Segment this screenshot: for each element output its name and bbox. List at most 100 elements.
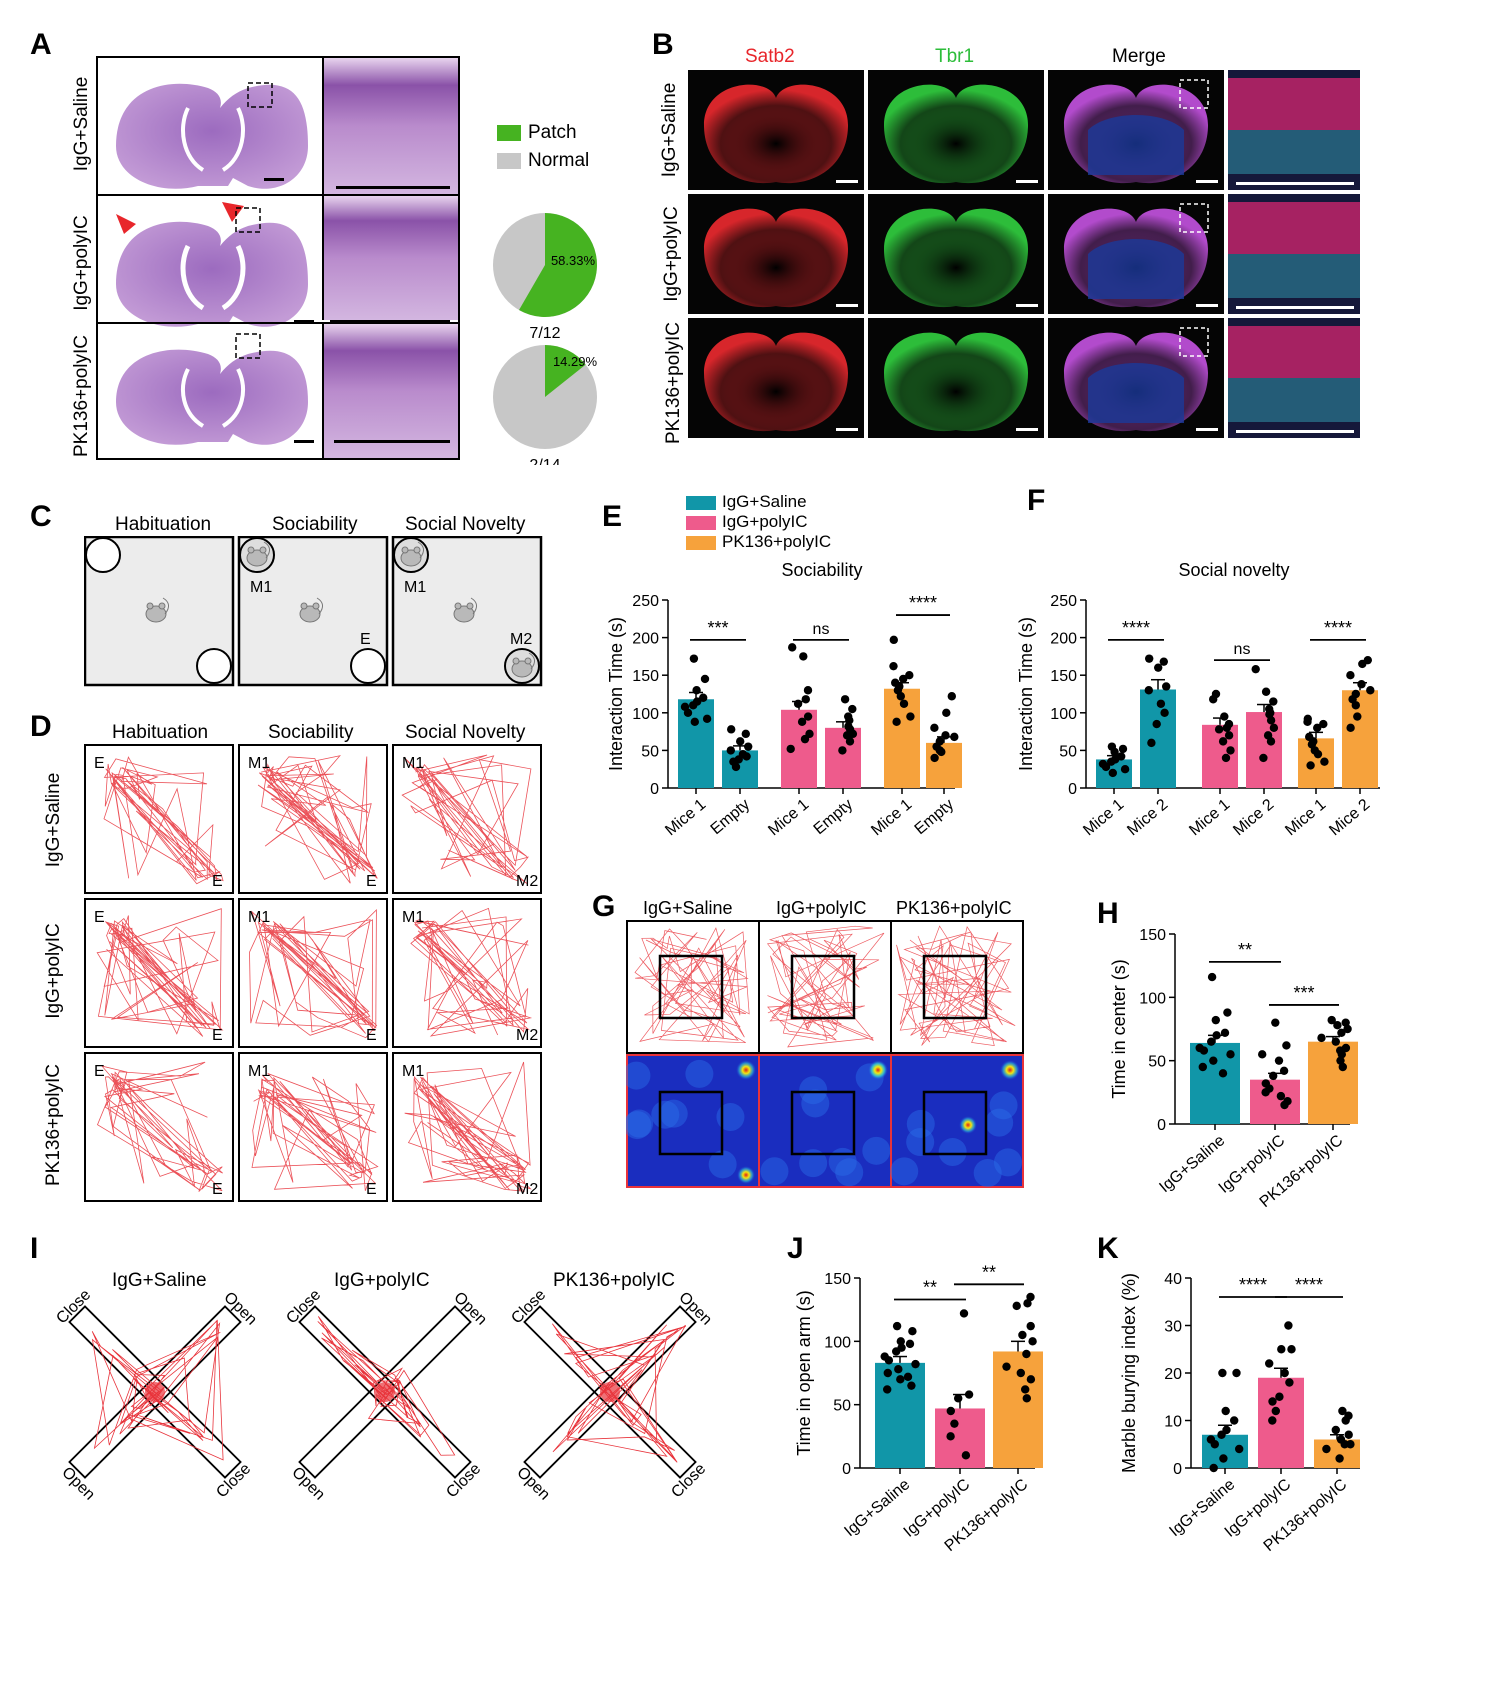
data-point <box>702 714 712 724</box>
x-tick-label: Empty <box>912 796 958 838</box>
panel-label-a: A <box>30 28 52 61</box>
scale-bar <box>1196 180 1218 183</box>
heatmap-blob <box>716 1103 745 1132</box>
heatmap-hotspot <box>737 1166 755 1184</box>
data-point <box>930 753 939 763</box>
data-point <box>899 699 909 708</box>
panel-c-arena-schematics: M1 E M1 M2 <box>84 536 543 687</box>
panel-d-row-label-pk136: PK136+polyIC <box>43 1064 64 1186</box>
data-point <box>883 1368 892 1378</box>
data-point <box>1287 1345 1296 1354</box>
data-point <box>1306 761 1315 770</box>
data-point <box>1280 1100 1289 1110</box>
data-point <box>690 717 699 727</box>
heatmap-blob <box>801 1089 830 1118</box>
heatmap-blob <box>993 1148 1022 1177</box>
trajectory-label-bottom: M2 <box>516 1027 538 1044</box>
data-point <box>1118 744 1128 754</box>
data-point <box>942 708 951 717</box>
data-point <box>907 1381 916 1390</box>
trajectory-label-bottom: M2 <box>516 873 538 890</box>
y-tick-label: 250 <box>1050 593 1077 610</box>
heatmap-blob <box>890 1157 919 1186</box>
scale-bar <box>836 180 858 183</box>
scale-bar <box>836 304 858 307</box>
trajectory-path <box>96 908 224 1037</box>
panel-b-row-label-saline: IgG+Saline <box>659 82 680 178</box>
dapi-core <box>1088 115 1184 175</box>
data-point <box>1147 738 1156 748</box>
x-tick-label: Mice 1 <box>1282 796 1329 839</box>
data-point <box>930 723 939 733</box>
data-point <box>1268 1397 1277 1406</box>
center-zone <box>658 1090 724 1156</box>
panel-a-histology <box>96 56 460 460</box>
data-point <box>1338 1406 1347 1416</box>
data-point <box>1108 768 1117 778</box>
data-point <box>1110 747 1119 757</box>
significance-label: **** <box>909 593 937 613</box>
scale-bar <box>836 428 858 431</box>
trajectory-path <box>404 1061 532 1192</box>
panel-e-sociability-chart: Sociability 0 50 100 150 200 250 Interaction Ti… <box>606 560 962 839</box>
data-point <box>1022 1349 1031 1359</box>
y-axis-label: Interaction Time (s) <box>606 617 626 771</box>
panel-g-open-field <box>626 920 1024 1188</box>
data-point <box>1338 1062 1347 1072</box>
legend-label-pk136: PK136+polyIC <box>722 532 832 551</box>
y-tick-label: 30 <box>1164 1319 1182 1336</box>
panel-label-i: I <box>30 1232 39 1265</box>
data-point <box>899 674 908 684</box>
data-point <box>797 717 807 727</box>
y-tick-label: 50 <box>641 743 659 760</box>
corner-cup-bottom <box>350 648 386 684</box>
scale-bar <box>1236 182 1354 185</box>
heatmap-blob <box>862 1136 891 1165</box>
data-point <box>1028 1337 1037 1346</box>
data-point <box>1207 1037 1216 1046</box>
trajectory-label-top: M1 <box>402 755 424 772</box>
heatmap-blob <box>938 1138 967 1167</box>
open-field-track <box>896 925 1016 1047</box>
legend-swatch-pk136 <box>686 536 716 550</box>
data-point <box>896 1375 905 1384</box>
data-point <box>1268 1416 1277 1425</box>
data-point <box>892 1347 901 1356</box>
panel-label-d: D <box>30 710 52 743</box>
data-point <box>1219 1454 1228 1463</box>
data-point <box>1222 723 1231 733</box>
data-point <box>884 1356 894 1365</box>
data-point <box>1224 731 1234 740</box>
data-point <box>1276 1091 1286 1101</box>
panel-a-row-label-pk136: PK136+polyIC <box>71 335 92 457</box>
mouse-icon <box>299 597 323 623</box>
panel-i-col-polyic: IgG+polyIC <box>334 1270 430 1291</box>
trajectory-label-bottom: E <box>366 1181 377 1198</box>
panel-d-col-social-novelty: Social Novelty <box>405 722 526 743</box>
plus-maze <box>68 1305 242 1479</box>
data-point <box>1320 757 1329 766</box>
data-point <box>1358 659 1367 669</box>
bar <box>1342 690 1378 788</box>
trajectory-path <box>103 756 224 885</box>
scale-bar <box>1236 306 1354 309</box>
data-point <box>845 737 855 746</box>
data-point <box>786 744 795 754</box>
y-tick-label: 100 <box>1050 706 1077 723</box>
y-tick-label: 50 <box>1148 1054 1166 1071</box>
panel-b-immunofluorescence <box>688 70 1360 438</box>
trajectory-label-bottom: E <box>366 1027 377 1044</box>
trajectory-label-top: M1 <box>248 1063 270 1080</box>
x-tick-label: Mice 2 <box>1326 796 1373 839</box>
legend-label-polyic: IgG+polyIC <box>722 512 808 531</box>
x-tick-label: Mice 1 <box>765 796 812 839</box>
panel-b-col-satb2: Satb2 <box>745 46 795 67</box>
data-point <box>1344 1430 1353 1439</box>
bar <box>1246 712 1282 788</box>
maze-label-close-bottom: Close <box>443 1460 484 1501</box>
data-point <box>683 708 693 717</box>
pie-patch-slice <box>545 345 586 397</box>
brain-section <box>884 208 1028 308</box>
data-point <box>1265 1359 1274 1368</box>
data-point <box>1026 1321 1035 1331</box>
